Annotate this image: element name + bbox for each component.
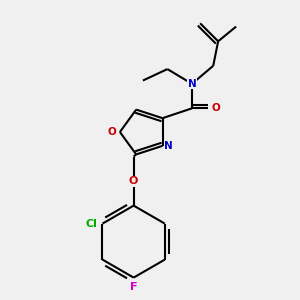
Text: N: N (164, 141, 173, 151)
Text: Cl: Cl (86, 219, 98, 229)
Text: O: O (108, 127, 117, 137)
Text: F: F (130, 281, 137, 292)
Text: O: O (212, 103, 220, 113)
Text: N: N (188, 79, 196, 89)
Text: O: O (129, 176, 138, 186)
